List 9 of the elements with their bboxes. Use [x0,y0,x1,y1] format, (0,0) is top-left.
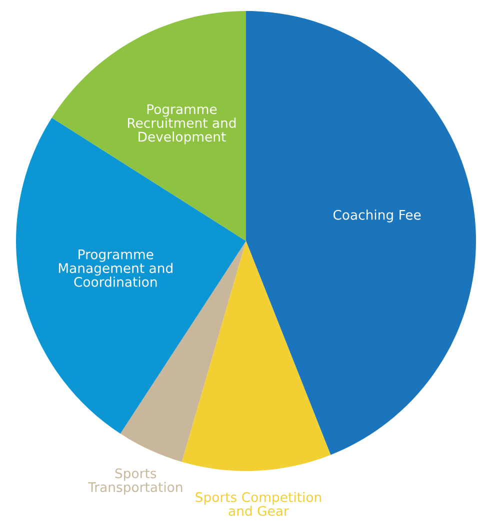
slice-label: Programme Management and Coordination [58,250,172,287]
slice-label: Coaching Fee [333,210,421,222]
pie-slice [246,11,476,455]
slice-label: Sports Competition and Gear [196,492,321,516]
slice-label: Sports Transportation [88,468,182,495]
pie-slice [52,11,246,241]
pie-slice [182,241,331,471]
slice-label: Pogramme Recruitment and Development [128,104,236,144]
pie-slice [16,118,246,434]
